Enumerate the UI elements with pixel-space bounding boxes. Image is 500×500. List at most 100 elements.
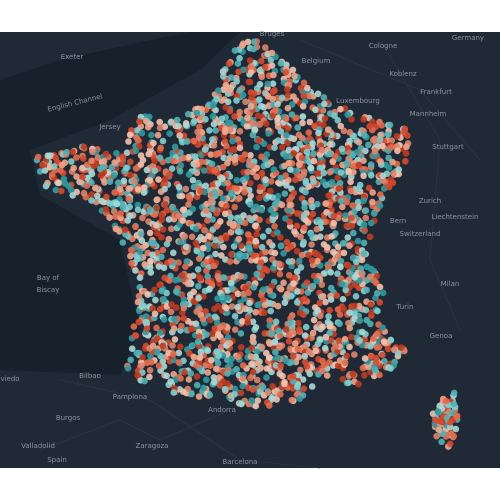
dot xyxy=(324,126,332,133)
dot xyxy=(210,262,217,270)
dot xyxy=(219,68,227,75)
dot xyxy=(367,161,375,168)
dot xyxy=(297,84,305,92)
dot xyxy=(291,274,299,282)
dot xyxy=(294,288,301,295)
dot xyxy=(217,324,224,331)
dot xyxy=(280,250,287,257)
dot xyxy=(259,383,267,391)
dot xyxy=(326,359,333,366)
dot xyxy=(317,219,324,226)
dot xyxy=(447,430,455,437)
dot xyxy=(146,264,154,271)
dot xyxy=(258,271,266,279)
dot xyxy=(263,365,271,372)
dot xyxy=(234,353,242,361)
dot xyxy=(139,156,147,164)
dot xyxy=(269,383,277,390)
dot xyxy=(262,176,269,183)
dot xyxy=(231,312,239,320)
dot xyxy=(335,185,343,192)
dot xyxy=(356,317,364,325)
dot xyxy=(265,192,272,200)
dot xyxy=(365,184,373,192)
dot xyxy=(207,257,215,265)
dot xyxy=(97,172,105,179)
dot xyxy=(431,416,439,424)
dot xyxy=(450,389,458,397)
dot xyxy=(384,345,392,353)
dot xyxy=(156,118,163,126)
dot xyxy=(377,191,384,198)
dot xyxy=(358,270,365,277)
dot xyxy=(320,169,328,177)
dot xyxy=(206,391,214,399)
dot xyxy=(293,383,301,391)
dot xyxy=(334,362,342,370)
dot xyxy=(266,317,274,324)
dot xyxy=(261,63,269,71)
dot xyxy=(192,239,200,247)
dot xyxy=(83,182,91,189)
dot xyxy=(453,413,460,421)
dot xyxy=(262,44,269,51)
dot xyxy=(264,80,272,88)
dot xyxy=(371,135,379,143)
dot xyxy=(156,281,163,289)
dot xyxy=(89,148,96,156)
dot xyxy=(222,234,230,242)
dot xyxy=(315,170,323,177)
dot xyxy=(346,242,353,249)
dot xyxy=(348,222,356,230)
dot xyxy=(98,197,105,205)
dot xyxy=(217,218,224,225)
dot xyxy=(366,233,374,241)
dot xyxy=(326,168,334,176)
dot xyxy=(224,85,232,92)
dot xyxy=(247,152,254,159)
dot xyxy=(161,180,169,188)
dot xyxy=(297,366,304,374)
dot xyxy=(241,188,248,196)
dot xyxy=(385,183,393,191)
dot xyxy=(296,309,304,317)
dot xyxy=(39,161,46,169)
dot xyxy=(112,225,120,233)
dot xyxy=(236,54,243,62)
dot xyxy=(177,375,184,382)
dot xyxy=(180,304,188,312)
dot xyxy=(296,161,303,168)
dot xyxy=(330,219,338,227)
dot xyxy=(266,402,273,409)
dot xyxy=(123,164,130,172)
place-label: Luxembourg xyxy=(336,97,380,105)
dot xyxy=(163,195,170,203)
dot xyxy=(330,248,337,256)
dot xyxy=(55,179,63,187)
dot xyxy=(212,236,220,244)
dot xyxy=(165,216,173,223)
dot xyxy=(274,100,281,108)
dot xyxy=(217,343,225,351)
dot xyxy=(277,234,284,241)
dot xyxy=(182,263,189,271)
dot xyxy=(269,80,277,87)
dot xyxy=(301,343,309,350)
dot xyxy=(249,368,257,376)
dot xyxy=(258,153,265,160)
dot xyxy=(305,129,313,136)
dot xyxy=(303,363,311,370)
dot xyxy=(338,280,346,288)
dot xyxy=(212,151,220,158)
dot xyxy=(203,331,210,338)
dot xyxy=(190,353,197,361)
dot xyxy=(301,353,309,360)
dot xyxy=(355,302,363,310)
dot xyxy=(331,112,338,119)
dot xyxy=(308,197,315,204)
dot xyxy=(231,113,238,120)
dot xyxy=(224,98,232,106)
dot xyxy=(233,97,240,104)
dot xyxy=(127,252,134,260)
dot xyxy=(367,219,375,227)
